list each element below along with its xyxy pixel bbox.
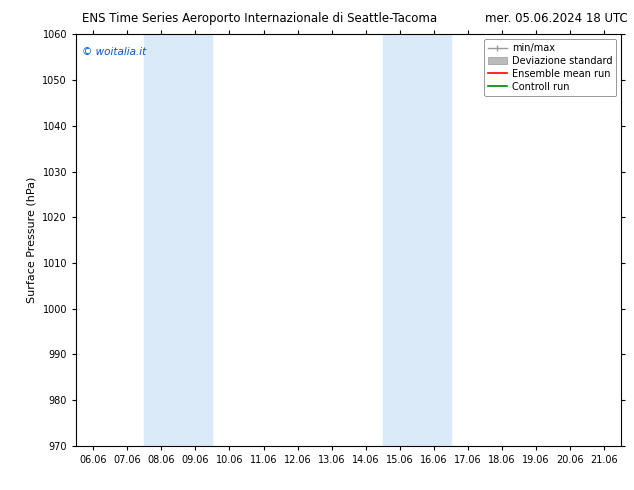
Legend: min/max, Deviazione standard, Ensemble mean run, Controll run: min/max, Deviazione standard, Ensemble m… — [484, 39, 616, 96]
Text: mer. 05.06.2024 18 UTC: mer. 05.06.2024 18 UTC — [485, 12, 628, 25]
Y-axis label: Surface Pressure (hPa): Surface Pressure (hPa) — [27, 177, 37, 303]
Bar — [144, 34, 212, 446]
Text: ENS Time Series Aeroporto Internazionale di Seattle-Tacoma: ENS Time Series Aeroporto Internazionale… — [82, 12, 437, 25]
Text: © woitalia.it: © woitalia.it — [82, 47, 146, 57]
Bar — [383, 34, 451, 446]
